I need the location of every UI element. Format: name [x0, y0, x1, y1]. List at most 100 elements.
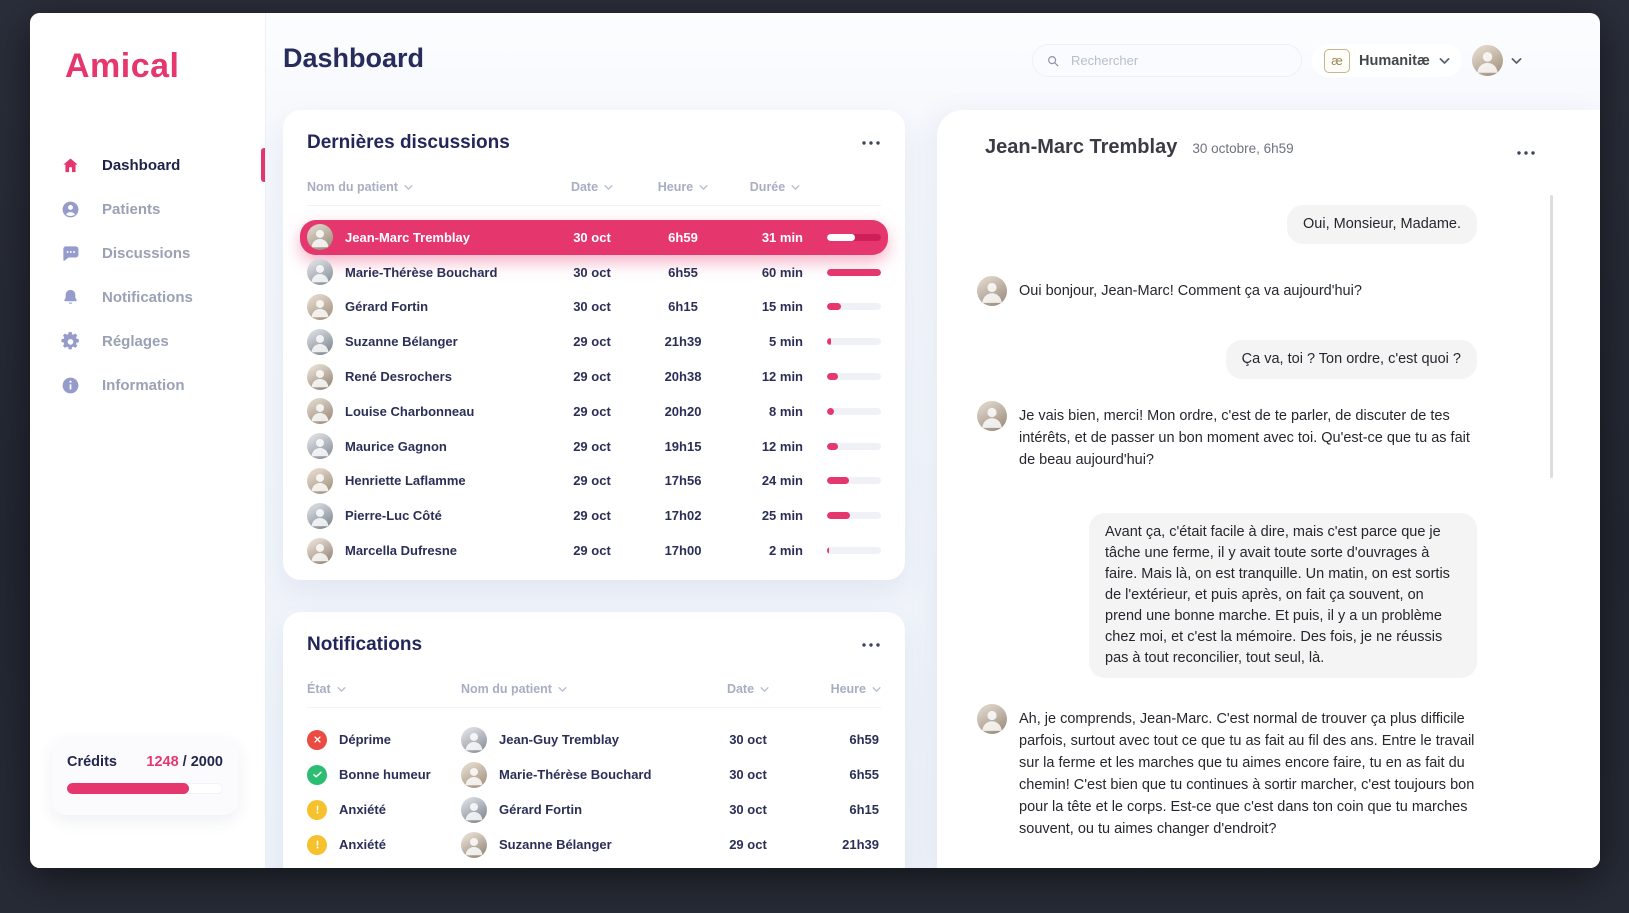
discussion-row[interactable]: Henriette Laflamme 29 oct 17h56 24 min [300, 464, 888, 499]
conversation-header: Jean-Marc Tremblay 30 octobre, 6h59 [985, 136, 1294, 159]
info-icon [61, 376, 80, 395]
org-selector[interactable]: æ Humanitæ [1312, 44, 1462, 77]
user-avatar [1471, 45, 1503, 76]
chevron-down-icon [558, 686, 567, 693]
discussion-row[interactable]: Suzanne Bélanger 29 oct 21h39 5 min [300, 324, 888, 359]
patient-avatar [461, 726, 487, 753]
chevron-down-icon [1511, 57, 1522, 65]
chat-bubble: Oui, Monsieur, Madame. [1287, 205, 1477, 244]
credits-progress-fill [67, 783, 189, 794]
discussion-row[interactable]: Louise Charbonneau 29 oct 20h20 8 min [300, 394, 888, 429]
sidebar-item-label: Dashboard [102, 156, 181, 174]
sidebar-item-information[interactable]: Information [30, 363, 265, 407]
discussion-row[interactable]: Pierre-Luc Côté 29 oct 17h02 25 min [300, 498, 888, 533]
search-input[interactable] [1069, 52, 1288, 69]
sort-by-patient-name[interactable]: Nom du patient [461, 682, 705, 696]
chat-message-incoming: Ah, je comprends, Jean-Marc. C'est norma… [977, 704, 1477, 840]
app-logo: Amical [65, 47, 180, 85]
sort-by-date[interactable]: Date [705, 682, 791, 696]
chevron-down-icon [760, 686, 769, 693]
conversation-panel: Jean-Marc Tremblay 30 octobre, 6h59 Oui,… [937, 110, 1600, 868]
more-options-icon[interactable] [861, 139, 881, 147]
sort-by-heure[interactable]: Heure [791, 682, 881, 696]
patient-avatar [307, 328, 333, 355]
bell-icon [61, 288, 80, 307]
chat-bubble-icon [61, 244, 80, 263]
home-icon [61, 156, 80, 175]
sidebar-item-notifications[interactable]: Notifications [30, 275, 265, 319]
chat-message-outgoing: Oui, Monsieur, Madame. [977, 205, 1477, 244]
duration-bar-fill [827, 512, 850, 520]
sidebar: Amical Dashboard Patients Discussions No… [30, 13, 265, 868]
duration-bar-fill [827, 268, 881, 276]
sidebar-item-discussions[interactable]: Discussions [30, 231, 265, 275]
credits-total: 2000 [190, 754, 223, 770]
sort-by-heure[interactable]: Heure [635, 180, 731, 194]
credits-progressbar [67, 783, 223, 794]
notification-row[interactable]: Anxiété Suzanne Bélanger 29 oct 21h39 [300, 827, 888, 862]
chat-scrollbar[interactable] [1550, 195, 1553, 478]
chat-message-outgoing: Avant ça, c'était facile à dire, mais c'… [977, 513, 1477, 678]
patient-avatar [307, 293, 333, 320]
check-circle-icon [307, 764, 327, 785]
notifications-column-headers: État Nom du patient Date Heure [307, 682, 881, 708]
duration-bar-fill [827, 373, 838, 381]
discussion-row[interactable]: Jean-Marc Tremblay 30 oct 6h59 31 min [300, 220, 888, 255]
notifications-rows: Déprime Jean-Guy Tremblay 30 oct 6h59 Bo… [300, 722, 888, 862]
notification-row[interactable]: Déprime Jean-Guy Tremblay 30 oct 6h59 [300, 722, 888, 757]
chat-message-outgoing: Ça va, toi ? Ton ordre, c'est quoi ? [977, 340, 1477, 379]
sidebar-nav: Dashboard Patients Discussions Notificat… [30, 143, 265, 407]
sort-by-date[interactable]: Date [549, 180, 635, 194]
patient-avatar [307, 433, 333, 460]
exclamation-circle-icon [307, 834, 327, 855]
active-indicator [261, 148, 265, 182]
sidebar-item-dashboard[interactable]: Dashboard [30, 143, 265, 187]
sidebar-item-label: Notifications [102, 288, 193, 306]
discussion-row[interactable]: Gérard Fortin 30 oct 6h15 15 min [300, 290, 888, 325]
sort-by-etat[interactable]: État [307, 682, 461, 696]
duration-bar-fill [827, 407, 835, 415]
sort-by-duree[interactable]: Durée [731, 180, 819, 194]
discussions-rows: Jean-Marc Tremblay 30 oct 6h59 31 min Ma… [300, 220, 888, 568]
chevron-down-icon [337, 686, 346, 693]
sidebar-item-patients[interactable]: Patients [30, 187, 265, 231]
more-options-icon[interactable] [861, 641, 881, 649]
duration-bar-fill [827, 233, 855, 241]
sort-by-patient-name[interactable]: Nom du patient [307, 180, 549, 194]
sidebar-item-label: Réglages [102, 332, 169, 350]
sidebar-item-label: Patients [102, 200, 161, 218]
patient-avatar [307, 363, 333, 390]
chevron-down-icon [604, 184, 613, 191]
notification-row[interactable]: Anxiété Gérard Fortin 30 oct 6h15 [300, 792, 888, 827]
sidebar-item-label: Information [102, 376, 185, 394]
more-options-icon[interactable] [1516, 144, 1536, 155]
duration-bar-fill [827, 477, 849, 485]
notification-row[interactable]: Bonne humeur Marie-Thérèse Bouchard 30 o… [300, 757, 888, 792]
profile-menu[interactable] [1471, 45, 1522, 76]
duration-bar [827, 338, 881, 346]
credits-value: 1248 / 2000 [146, 754, 223, 770]
patients-icon [61, 200, 80, 219]
app-window: Amical Dashboard Patients Discussions No… [30, 13, 1600, 868]
discussion-row[interactable]: René Desrochers 29 oct 20h38 12 min [300, 359, 888, 394]
duration-bar-fill [827, 442, 838, 450]
patient-avatar [307, 537, 333, 564]
duration-bar [827, 268, 881, 276]
discussion-row[interactable]: Marcella Dufresne 29 oct 17h00 2 min [300, 533, 888, 568]
chat-messages: Oui, Monsieur, Madame. Oui bonjour, Jean… [977, 110, 1477, 840]
credits-used: 1248 [146, 754, 179, 770]
discussion-row[interactable]: Maurice Gagnon 29 oct 19h15 12 min [300, 429, 888, 464]
search-icon [1048, 55, 1059, 66]
sidebar-item-label: Discussions [102, 244, 191, 262]
chat-datetime: 30 octobre, 6h59 [1192, 141, 1294, 156]
patient-avatar [461, 761, 487, 788]
patient-avatar [307, 398, 333, 425]
discussion-row[interactable]: Marie-Thérèse Bouchard 30 oct 6h55 60 mi… [300, 255, 888, 290]
chevron-down-icon [699, 184, 708, 191]
patient-avatar [461, 831, 487, 858]
chevron-down-icon [791, 184, 800, 191]
sidebar-item-reglages[interactable]: Réglages [30, 319, 265, 363]
duration-bar [827, 233, 881, 241]
patient-avatar [307, 467, 333, 494]
patient-avatar [307, 259, 333, 286]
